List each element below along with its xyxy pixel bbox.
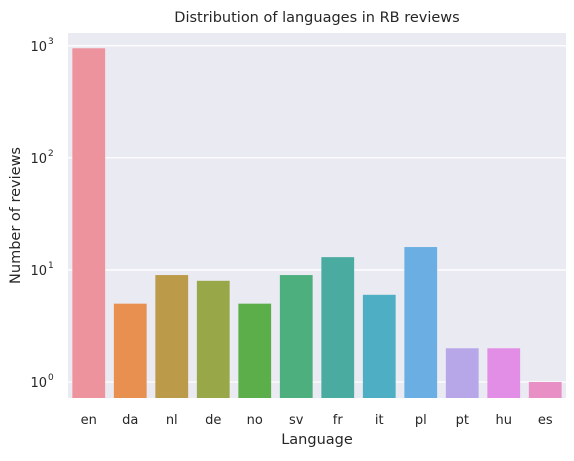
x-axis-label: Language bbox=[281, 432, 353, 448]
x-tick-label: no bbox=[247, 413, 263, 428]
bar-pt bbox=[445, 348, 479, 398]
x-tick-label: pl bbox=[415, 413, 427, 428]
y-tick-exponent: 1 bbox=[48, 261, 54, 271]
x-tick-labels: en da nl de no sv fr it pl pt hu es bbox=[81, 413, 553, 428]
grid-lines bbox=[68, 45, 566, 383]
x-tick-label: nl bbox=[166, 413, 178, 428]
x-tick-label: en bbox=[81, 413, 97, 428]
y-tick-exponent: 0 bbox=[48, 373, 54, 383]
bar-de bbox=[196, 280, 230, 398]
x-tick-label: da bbox=[122, 413, 138, 428]
bars bbox=[72, 48, 562, 399]
x-tick-label: de bbox=[205, 413, 221, 428]
bar-nl bbox=[155, 275, 189, 398]
x-tick-label: sv bbox=[289, 413, 304, 428]
chart-title: Distribution of languages in RB reviews bbox=[174, 10, 459, 26]
x-tick-label: fr bbox=[333, 413, 344, 428]
y-tick-base: 10 bbox=[30, 40, 47, 55]
bar-sv bbox=[279, 275, 313, 398]
x-tick-label: es bbox=[538, 413, 553, 428]
bar-es bbox=[528, 382, 562, 398]
y-tick-base: 10 bbox=[30, 376, 47, 391]
x-tick-label: pt bbox=[456, 413, 469, 428]
x-tick-label: hu bbox=[496, 413, 512, 428]
y-tick-label: 10 bbox=[30, 40, 47, 55]
bar-no bbox=[238, 303, 272, 398]
bar-it bbox=[362, 294, 396, 398]
plot-background bbox=[68, 33, 566, 398]
y-tick-label: 10 bbox=[30, 152, 47, 167]
y-tick-label: 10 bbox=[30, 264, 47, 279]
y-tick-base: 10 bbox=[30, 264, 47, 279]
y-tick-exponent: 2 bbox=[48, 149, 54, 159]
y-tick-label: 10 bbox=[30, 376, 47, 391]
x-tick-label: it bbox=[375, 413, 384, 428]
bar-da bbox=[113, 303, 147, 398]
bar-pl bbox=[404, 247, 438, 398]
bar-hu bbox=[487, 348, 521, 398]
bar-fr bbox=[321, 257, 355, 398]
bar-en bbox=[72, 48, 106, 399]
y-tick-base: 10 bbox=[30, 152, 47, 167]
y-tick-exponent: 3 bbox=[48, 37, 54, 47]
y-axis-label: Number of reviews bbox=[8, 147, 24, 284]
